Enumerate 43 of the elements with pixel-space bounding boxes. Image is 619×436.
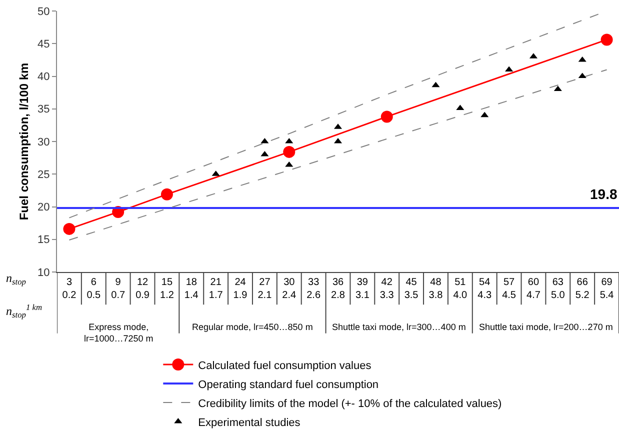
y-tick-label: 30 [38, 136, 50, 148]
legend-label: Calculated fuel consumption values [198, 360, 372, 372]
x-tick-label: 3 0.2 [62, 277, 77, 301]
y-tick-label: 35 [38, 104, 50, 116]
x-tick-label: 63 5.0 [550, 277, 566, 301]
x-tick-label: 27 2.1 [258, 277, 272, 301]
x-tick-label: 48 3.8 [428, 277, 444, 301]
x-tick-label: 54 4.3 [478, 277, 492, 301]
text: Shuttle taxi mode, lr=300…400 m [332, 322, 466, 332]
x-tick-label: 33 2.6 [306, 277, 321, 301]
x-tick-label: 6 0.5 [86, 277, 102, 301]
y-tick-label: 10 [38, 266, 50, 279]
y-axis-title: Fuel consumption, l/100 km [16, 62, 31, 220]
annotation: 19.8 [590, 186, 618, 202]
y-tick-label: 40 [38, 71, 50, 84]
x-tick-label: 66 5.2 [575, 277, 590, 301]
x-tick-label: 30 2.4 [282, 277, 297, 301]
y-tick-label: 45 [38, 38, 50, 50]
x-tick-label: 69 5.4 [600, 277, 614, 301]
text: Express mode, lr=1000…7250 m [84, 322, 154, 344]
x-tick-label: 60 4.7 [526, 277, 541, 301]
legend-label: Credibility limits of the model (+- 10% of the calculated values) [198, 398, 502, 410]
x-tick-label: 45 3.5 [404, 277, 419, 301]
x-tick-label: 18 1.4 [184, 277, 199, 301]
x-tick-label: 12 0.9 [136, 277, 150, 301]
y-tick-label: 25 [38, 168, 50, 181]
y-tick-label: 50 [38, 6, 50, 18]
x-tick-label: 39 3.1 [355, 277, 370, 301]
x-tick-label: 57 4.5 [502, 277, 516, 301]
text: n$_{stop}$ [6, 271, 26, 287]
x-tick-label: 15 1.2 [160, 277, 174, 301]
x-tick-label: 51 4.0 [453, 277, 468, 301]
x-tick-label: 24 1.9 [233, 277, 248, 301]
x-tick-label: 21 1.7 [208, 277, 224, 301]
x-tick-label: 9 0.7 [111, 277, 126, 301]
x-tick-label: 36 2.8 [331, 277, 346, 301]
text: Shuttle taxi mode, lr=200…270 m [479, 322, 613, 332]
legend-label: Experimental studies [198, 416, 301, 429]
y-tick-label: 15 [38, 234, 50, 246]
y-tick-label: 20 [38, 202, 50, 214]
legend-label: Operating standard fuel consumption [198, 378, 379, 391]
text: Regular mode, lr=450…850 m [192, 322, 313, 332]
x-tick-label: 42 3.3 [380, 277, 394, 301]
